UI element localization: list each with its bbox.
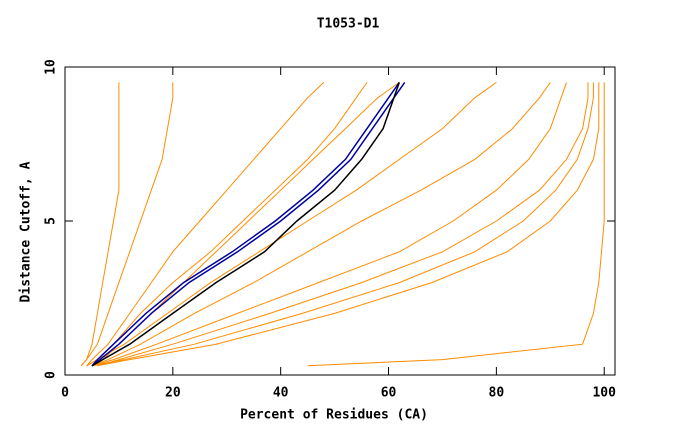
x-tick-label: 80 [489,386,505,401]
curve [307,82,605,367]
curve [86,82,325,367]
x-tick-label: 40 [273,386,289,401]
x-tick-label: 60 [381,386,397,401]
plot-frame [64,66,616,376]
y-axis-label: Distance Cutoff, A [19,161,34,302]
curve [91,82,594,367]
curve [91,82,401,367]
curve [86,82,368,367]
y-tick-label: 0 [44,371,59,379]
x-tick-label: 0 [61,386,69,401]
x-axis-label: Percent of Residues (CA) [240,408,428,423]
chart-title: T1053-D1 [317,17,380,32]
curve [91,82,567,367]
curve [91,82,551,367]
x-tick-label: 20 [165,386,181,401]
curve [97,82,589,367]
curve [91,81,406,367]
curve [80,82,174,367]
curve [91,81,400,367]
curve [80,82,120,367]
curve [91,81,400,367]
y-tick-label: 5 [44,217,59,225]
x-tick-label: 100 [592,386,616,401]
y-tick-label: 10 [44,59,59,75]
curve [97,82,600,367]
curve [86,81,497,367]
